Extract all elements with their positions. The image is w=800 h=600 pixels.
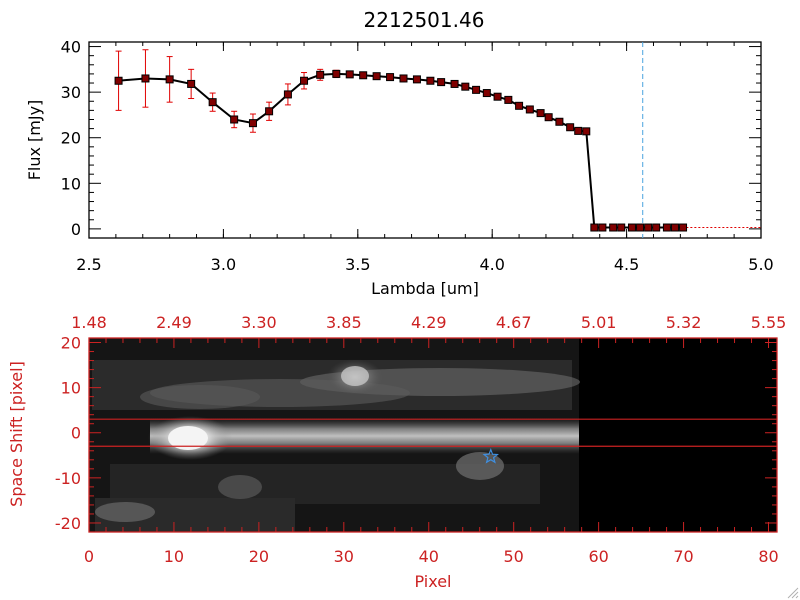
image-top-tick-label: 3.30: [241, 313, 277, 332]
spectrum-ylabel: Flux [mJy]: [25, 100, 44, 181]
data-point: [652, 223, 661, 232]
image-top-tick-label: 5.32: [666, 313, 702, 332]
image-ylabel: Space Shift [pixel]: [7, 361, 26, 507]
data-point: [372, 72, 381, 81]
spectrum-xtick-label: 4.0: [479, 255, 504, 274]
data-point: [644, 223, 653, 232]
image-xtick-label: 40: [419, 547, 439, 566]
image-xtick-label: 70: [673, 547, 693, 566]
data-point: [472, 85, 481, 94]
data-point: [544, 113, 553, 122]
image-top-tick-label: 2.49: [156, 313, 192, 332]
spectrum-xtick-label: 3.5: [345, 255, 370, 274]
data-point: [636, 223, 645, 232]
data-point: [248, 119, 257, 128]
data-point: [679, 223, 688, 232]
data-point: [412, 75, 421, 84]
data-point: [555, 117, 564, 126]
image-top-tick-label: 1.48: [71, 313, 107, 332]
data-point: [590, 223, 599, 232]
data-point: [208, 98, 217, 107]
image-xtick-label: 0: [84, 547, 94, 566]
image-top-tick-label: 5.01: [581, 313, 617, 332]
data-point: [437, 78, 446, 87]
spectrum-xtick-label: 4.5: [614, 255, 639, 274]
spectrum-xlabel: Lambda [um]: [371, 279, 479, 298]
image-xtick-label: 80: [758, 547, 778, 566]
image-ytick-label: 0: [71, 424, 81, 443]
data-point: [187, 79, 196, 88]
data-point: [345, 70, 354, 79]
spectral-image: [89, 338, 777, 532]
image-xtick-label: 10: [164, 547, 184, 566]
image-xtick-label: 20: [249, 547, 269, 566]
data-point: [482, 89, 491, 98]
image-xlabel: Pixel: [414, 572, 451, 591]
data-point: [165, 75, 174, 84]
spectrum-xtick-label: 3.0: [211, 255, 236, 274]
data-point: [461, 82, 470, 91]
data-point: [627, 223, 636, 232]
image-axes-frame: [88, 337, 778, 533]
spectrum-ytick-label: 0: [71, 220, 81, 239]
image-xtick-label: 30: [334, 547, 354, 566]
image-ytick-label: -20: [55, 514, 81, 533]
data-point: [283, 90, 292, 99]
spectrum-axes-frame: [88, 41, 762, 239]
data-point: [566, 123, 575, 132]
star-marker-icon: [482, 448, 499, 464]
spectrum-data: [114, 42, 761, 238]
data-point: [598, 223, 607, 232]
spectrum-ytick-label: 40: [61, 38, 81, 57]
spectral-image-plot: 0 10 20 30 40 50 60 70 80 1.48 2.49 3.30 3.85 4.29 4.6…: [7, 313, 786, 591]
image-ytick-label: 10: [61, 379, 81, 398]
image-ticks: 0 10 20 30 40 50 60 70 80 1.48 2.49 3.30 3.85 4.29 4.6…: [55, 313, 786, 566]
data-point: [670, 223, 679, 232]
image-xtick-label: 60: [588, 547, 608, 566]
data-point: [316, 70, 325, 79]
data-point: [504, 95, 513, 104]
data-point: [536, 109, 545, 118]
data-point: [493, 92, 502, 101]
data-point: [300, 76, 309, 85]
data-point: [265, 107, 274, 116]
data-point: [574, 126, 583, 135]
spectrum-xtick-label: 2.5: [76, 255, 101, 274]
data-point: [230, 115, 239, 124]
image-xtick-label: 50: [504, 547, 524, 566]
spectrum-xtick-label: 5.0: [748, 255, 773, 274]
data-point: [609, 223, 618, 232]
image-top-tick-label: 4.29: [411, 313, 447, 332]
spectrum-ytick-label: 10: [61, 174, 81, 193]
data-point: [359, 71, 368, 80]
data-point: [332, 69, 341, 78]
image-top-tick-label: 4.67: [496, 313, 532, 332]
data-point: [525, 105, 534, 114]
image-ytick-label: 20: [61, 334, 81, 353]
image-top-tick-label: 3.85: [326, 313, 362, 332]
data-point: [515, 101, 524, 110]
chart-title: 2212501.46: [364, 8, 485, 32]
data-point: [617, 223, 626, 232]
data-point: [114, 76, 123, 85]
data-point: [141, 74, 150, 83]
spectrum-ytick-label: 30: [61, 83, 81, 102]
resize-grip[interactable]: [787, 587, 799, 599]
data-point: [399, 74, 408, 83]
spectrum-ticks: 2.5 3.0 3.5 4.0 4.5 5.0 0 10 20 30 40: [61, 38, 774, 274]
image-ytick-label: -10: [55, 469, 81, 488]
data-point: [582, 127, 591, 136]
spectral-image-overlay: [89, 418, 777, 464]
spectrum-ytick-label: 20: [61, 129, 81, 148]
image-top-tick-label: 5.55: [751, 313, 787, 332]
data-point: [426, 76, 435, 85]
spectrum-line: [118, 72, 683, 229]
data-point: [450, 79, 459, 88]
data-point: [386, 73, 395, 82]
data-point: [662, 223, 671, 232]
